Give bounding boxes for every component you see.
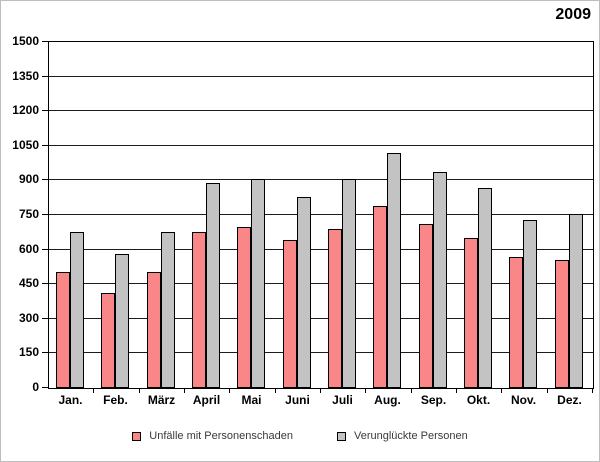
x-tick-3 bbox=[229, 388, 230, 393]
legend: Unfälle mit Personenschaden Verunglückte … bbox=[1, 430, 599, 442]
plot-area bbox=[48, 41, 594, 389]
y-tick-1050 bbox=[42, 144, 48, 146]
y-tick-900 bbox=[42, 179, 48, 181]
legend-marker-icon bbox=[336, 431, 346, 441]
gridline-1350 bbox=[49, 75, 593, 77]
chart-title: 2009 bbox=[555, 6, 591, 23]
legend-label: Verunglückte Personen bbox=[353, 430, 468, 442]
bar-series0-juni bbox=[283, 240, 297, 388]
y-tick-750 bbox=[42, 214, 48, 215]
x-tick-0 bbox=[93, 388, 94, 393]
bar-series1-aug bbox=[387, 153, 401, 388]
x-tick-5 bbox=[320, 388, 321, 393]
y-axis-label-1200: 1200 bbox=[12, 103, 39, 118]
bar-series0-feb bbox=[101, 293, 115, 388]
bar-series1-jan bbox=[70, 232, 84, 388]
y-tick-600 bbox=[42, 248, 48, 250]
bar-series1-mai bbox=[251, 179, 265, 388]
x-axis-label-dez: Dez. bbox=[557, 393, 582, 407]
bar-series0-okt bbox=[464, 238, 478, 388]
bar-series1-okt bbox=[478, 188, 492, 388]
bar-series0-mai bbox=[237, 227, 251, 388]
bar-series0-april bbox=[192, 232, 206, 388]
x-tick-6 bbox=[365, 388, 366, 393]
x-tick-2 bbox=[184, 388, 185, 393]
x-tick-11 bbox=[592, 388, 593, 393]
y-axis-label-1350: 1350 bbox=[12, 68, 39, 83]
gridline-300 bbox=[49, 317, 593, 319]
x-tick-4 bbox=[275, 388, 276, 393]
bar-series0-nov bbox=[509, 257, 523, 388]
x-axis-label-mai: Mai bbox=[241, 393, 262, 407]
legend-marker-icon bbox=[132, 431, 142, 441]
x-axis-label-okt: Okt. bbox=[466, 393, 491, 407]
x-tick-1 bbox=[139, 388, 140, 393]
bar-series0-dez bbox=[555, 260, 569, 388]
x-axis-label-juni: Juni bbox=[285, 393, 310, 407]
legend-label: Unfälle mit Personenschaden bbox=[149, 430, 293, 442]
legend-item-0: Unfälle mit Personenschaden bbox=[132, 430, 293, 442]
y-tick-150 bbox=[42, 352, 48, 354]
x-tick-7 bbox=[411, 388, 412, 393]
bar-series0-jan bbox=[56, 272, 70, 388]
bar-series0-mrz bbox=[147, 272, 161, 388]
y-axis-label-900: 900 bbox=[18, 172, 39, 187]
y-axis-label-450: 450 bbox=[18, 276, 39, 291]
bar-series1-mrz bbox=[161, 232, 175, 388]
y-tick-1350 bbox=[42, 75, 48, 77]
y-tick-1200 bbox=[42, 110, 48, 112]
x-tick-8 bbox=[456, 388, 457, 393]
gridline-150 bbox=[49, 352, 593, 354]
x-axis-label-jan: Jan. bbox=[58, 393, 83, 407]
x-tick-10 bbox=[547, 388, 548, 393]
gridline-900 bbox=[49, 179, 593, 181]
legend-item-1: Verunglückte Personen bbox=[336, 430, 468, 442]
y-axis-label-150: 150 bbox=[18, 345, 39, 360]
x-axis-label-juli: Juli bbox=[332, 393, 353, 407]
bar-series1-sep bbox=[433, 172, 447, 388]
x-axis-label-feb: Feb. bbox=[103, 393, 128, 407]
y-axis-label-1500: 1500 bbox=[12, 34, 39, 48]
bar-series1-juli bbox=[342, 179, 356, 388]
x-tick-9 bbox=[501, 388, 502, 393]
y-axis-label-0: 0 bbox=[32, 380, 39, 394]
x-axis-label-aug: Aug. bbox=[374, 393, 401, 407]
bar-series0-juli bbox=[328, 229, 342, 388]
bar-series0-aug bbox=[373, 206, 387, 388]
y-tick-1500 bbox=[42, 41, 48, 42]
x-axis-label-april: April bbox=[192, 393, 221, 407]
y-tick-300 bbox=[42, 317, 48, 319]
bar-series1-feb bbox=[115, 254, 129, 388]
bar-series1-april bbox=[206, 183, 220, 388]
bar-series1-dez bbox=[569, 214, 583, 388]
y-axis-label-750: 750 bbox=[18, 207, 39, 221]
gridline-600 bbox=[49, 248, 593, 250]
bar-series0-sep bbox=[419, 224, 433, 388]
x-axis-label-sep: Sep. bbox=[420, 393, 447, 407]
bar-series1-nov bbox=[523, 220, 537, 388]
y-axis-label-600: 600 bbox=[18, 241, 39, 256]
x-axis-label-nov: Nov. bbox=[510, 393, 537, 407]
gridline-1200 bbox=[49, 110, 593, 112]
y-axis-label-300: 300 bbox=[18, 310, 39, 325]
y-tick-0 bbox=[42, 387, 48, 388]
x-axis-label-mrz: März bbox=[147, 393, 176, 407]
bar-series1-juni bbox=[297, 197, 311, 388]
y-axis-label-1050: 1050 bbox=[12, 137, 39, 152]
y-tick-450 bbox=[42, 283, 48, 285]
gridline-1050 bbox=[49, 144, 593, 146]
gridline-750 bbox=[49, 214, 593, 215]
gridline-450 bbox=[49, 283, 593, 285]
